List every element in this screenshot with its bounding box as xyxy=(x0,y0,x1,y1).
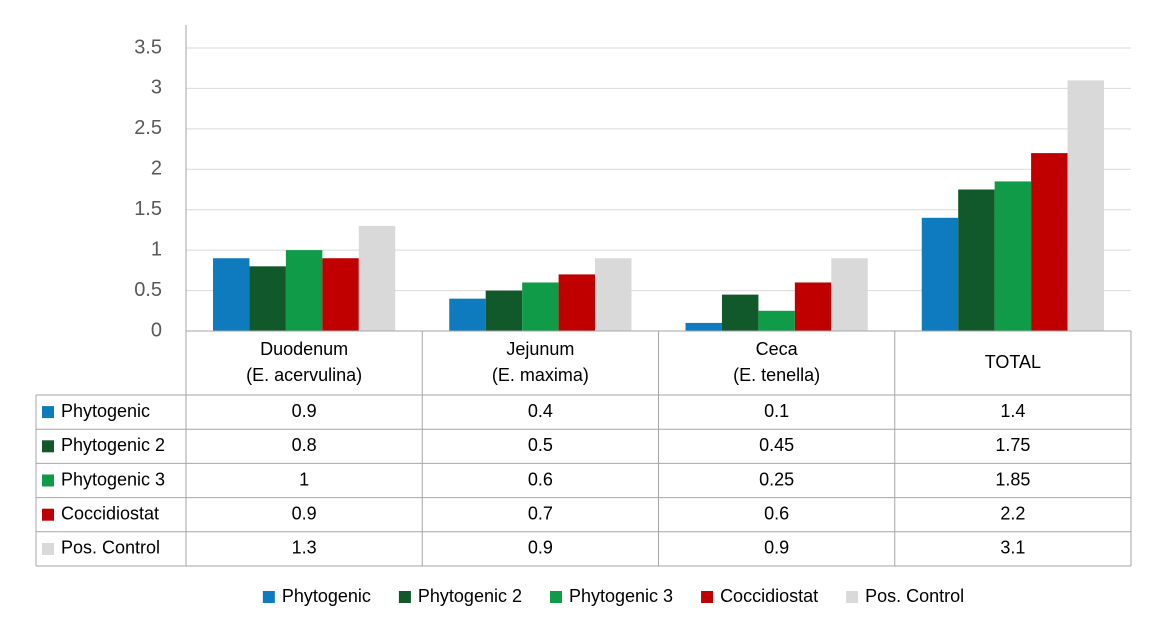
x-tick-label: (E. tenella) xyxy=(733,365,820,385)
table-value: 0.9 xyxy=(292,503,317,523)
legend-label: Phytogenic 2 xyxy=(418,586,522,606)
bar xyxy=(831,258,868,331)
table-row-label: Coccidiostat xyxy=(61,503,159,523)
legend-label: Pos. Control xyxy=(865,586,964,606)
table-legend-key xyxy=(42,508,54,521)
table-value: 0.7 xyxy=(528,503,553,523)
legend-key xyxy=(846,591,859,603)
legend-key xyxy=(549,591,562,603)
x-tick-label: Jejunum xyxy=(506,339,574,359)
legend-label: Phytogenic 3 xyxy=(569,586,673,606)
table-value: 0.25 xyxy=(759,469,794,489)
bar xyxy=(449,298,486,331)
y-tick-label: 3.5 xyxy=(134,36,162,58)
legend-key xyxy=(398,591,411,603)
table-value: 1.85 xyxy=(995,469,1030,489)
legend: Phytogenic Phytogenic 2 Phytogenic 3 Coccid… xyxy=(262,586,964,606)
bar xyxy=(685,322,722,331)
table-value: 0.6 xyxy=(764,503,789,523)
bar xyxy=(1031,153,1068,331)
legend-label: Coccidiostat xyxy=(720,586,818,606)
bar xyxy=(485,290,523,331)
table-legend-key xyxy=(42,406,54,419)
table-value: 0.45 xyxy=(759,435,794,455)
y-tick-label: 0.5 xyxy=(134,279,162,301)
table-legend-key xyxy=(42,440,54,453)
x-tick-label: TOTAL xyxy=(985,352,1041,372)
table-legend-key xyxy=(42,474,54,487)
bar xyxy=(921,217,959,331)
table-value: 0.1 xyxy=(764,401,789,421)
table-value: 1.4 xyxy=(1000,401,1025,421)
table-value: 0.8 xyxy=(292,435,317,455)
y-tick-label: 1 xyxy=(151,238,162,260)
bar xyxy=(721,294,759,331)
table-value: 0.9 xyxy=(292,401,317,421)
bar xyxy=(1067,80,1104,331)
bar xyxy=(758,310,795,331)
y-tick-label: 1.5 xyxy=(134,198,162,220)
bar xyxy=(213,258,250,331)
bar xyxy=(522,282,559,331)
bar xyxy=(285,250,323,331)
table-value: 0.6 xyxy=(528,469,553,489)
y-tick-label: 3 xyxy=(151,77,162,99)
bar xyxy=(322,258,359,331)
bar xyxy=(249,266,286,331)
table-value: 2.2 xyxy=(1000,503,1025,523)
x-tick-label: Ceca xyxy=(756,339,799,359)
table-row-label: Phytogenic 3 xyxy=(61,469,165,489)
table-value: 3.1 xyxy=(1000,538,1025,558)
legend-key xyxy=(262,591,275,603)
legend-key xyxy=(701,591,714,603)
table-legend-key xyxy=(42,542,54,555)
table-value: 1.75 xyxy=(995,435,1030,455)
y-tick-label: 2 xyxy=(151,158,162,180)
bar xyxy=(558,274,596,331)
table-value: 0.9 xyxy=(528,538,553,558)
table-value: 0.4 xyxy=(528,401,553,421)
table-row-label: Phytogenic 2 xyxy=(61,435,165,455)
table-row-label: Phytogenic xyxy=(61,401,150,421)
bar xyxy=(358,225,396,331)
table-row-label: Pos. Control xyxy=(61,538,160,558)
y-tick-label: 2.5 xyxy=(134,117,162,139)
legend-label: Phytogenic xyxy=(282,586,371,606)
table-value: 1.3 xyxy=(292,538,317,558)
x-tick-label: (E. maxima) xyxy=(492,365,589,385)
table-value: 0.5 xyxy=(528,435,553,455)
x-tick-label: Duodenum xyxy=(260,339,348,359)
y-tick-label: 0 xyxy=(151,319,162,341)
table-value: 0.9 xyxy=(764,538,789,558)
bar xyxy=(595,258,632,331)
bar xyxy=(994,181,1032,331)
bar xyxy=(958,189,995,331)
bar xyxy=(794,282,832,331)
table-value: 1 xyxy=(299,469,309,489)
x-tick-label: (E. acervulina) xyxy=(246,365,362,385)
